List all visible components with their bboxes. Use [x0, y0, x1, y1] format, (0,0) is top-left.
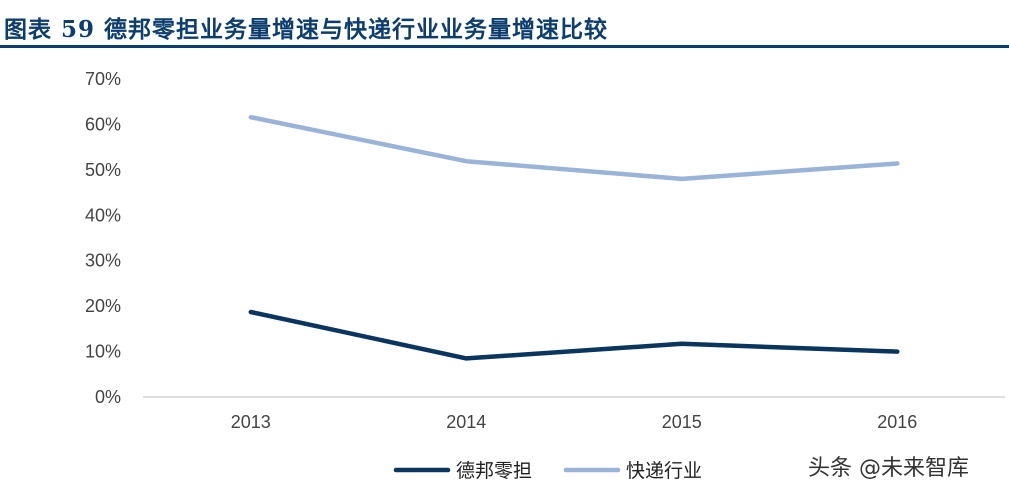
chart-header: 图表 59 德邦零担业务量增速与快递行业业务量增速比较 — [0, 0, 1009, 52]
x-tick-label: 2016 — [877, 412, 917, 432]
y-tick-label: 10% — [85, 342, 121, 362]
chart-title: 图表 59 德邦零担业务量增速与快递行业业务量增速比较 — [4, 16, 609, 43]
series-line-1 — [248, 309, 900, 361]
watermark-text: 头条 @未来智库 — [808, 456, 969, 481]
title-rule — [0, 45, 1009, 48]
x-tick-label: 2013 — [231, 412, 271, 432]
x-tick-label: 2014 — [446, 412, 486, 432]
y-tick-label: 0% — [95, 387, 121, 407]
series-line-2 — [248, 114, 900, 182]
legend-label-2: 快递行业 — [626, 460, 702, 482]
y-tick-label: 40% — [85, 205, 121, 225]
y-tick-label: 70% — [85, 69, 121, 89]
y-tick-label: 60% — [85, 114, 121, 134]
legend-label-1: 德邦零担 — [456, 460, 532, 482]
x-tick-label: 2015 — [662, 412, 702, 432]
y-tick-label: 30% — [85, 251, 121, 271]
y-tick-label: 20% — [85, 296, 121, 316]
y-tick-label: 50% — [85, 160, 121, 180]
